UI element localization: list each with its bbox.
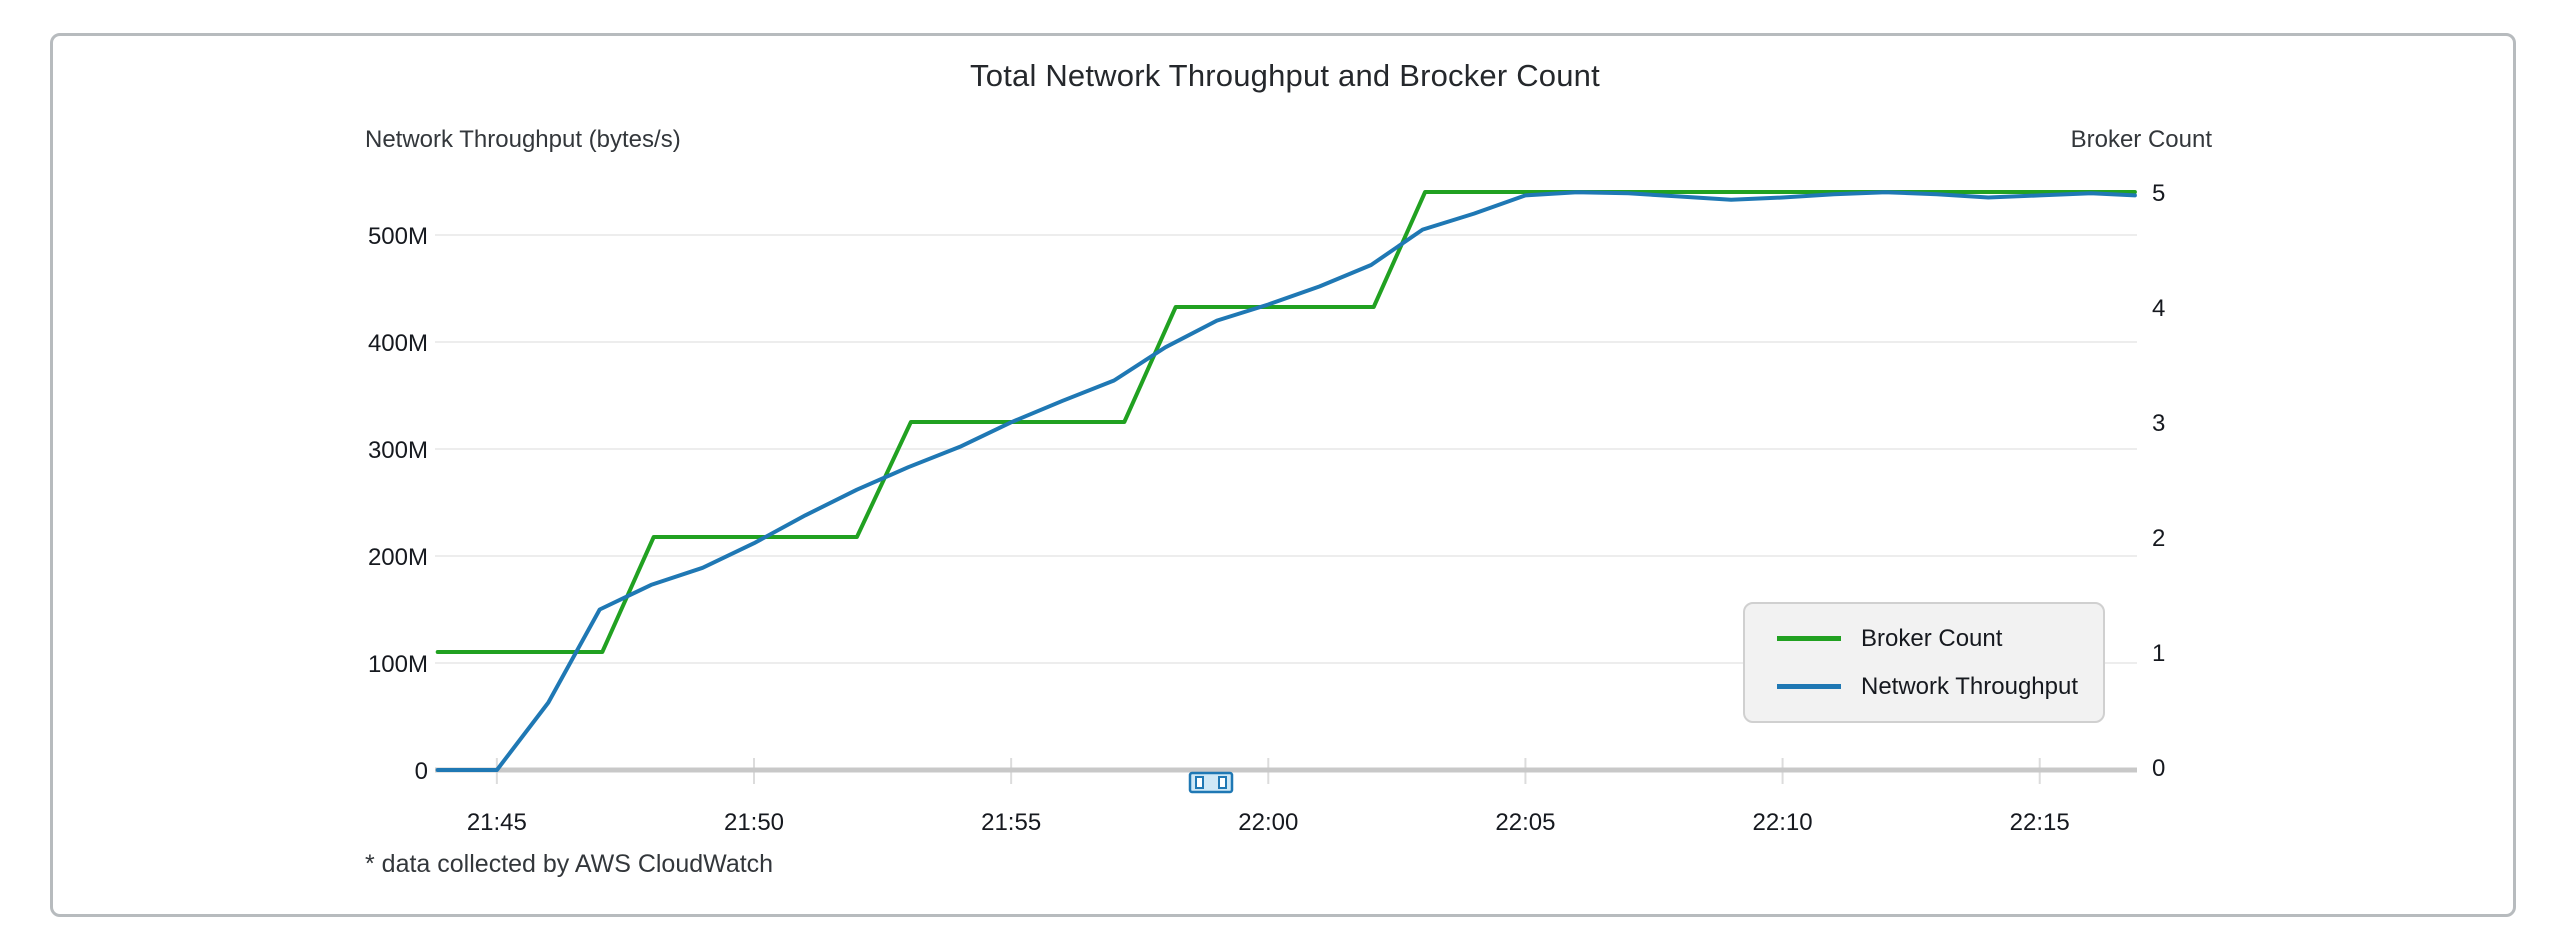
y-tick-label-left: 0 (415, 758, 428, 785)
x-tick-label: 22:05 (1495, 809, 1555, 836)
legend-label-network-throughput: Network Throughput (1861, 672, 2079, 700)
y-tick-label-left: 200M (368, 544, 428, 571)
legend-swatch-broker-count (1777, 636, 1841, 641)
y-tick-label-left: 300M (368, 437, 428, 464)
y-tick-label-right: 2 (2152, 525, 2165, 552)
chart-title: Total Network Throughput and Brocker Cou… (970, 58, 1600, 93)
network-throughput-line (435, 190, 2137, 772)
x-tick-label: 22:00 (1238, 809, 1298, 836)
y-tick-label-left: 500M (368, 223, 428, 250)
x-tick-label: 22:15 (2010, 809, 2070, 836)
y-tick-label-left: 400M (368, 330, 428, 357)
y-tick-label-right: 3 (2152, 410, 2165, 437)
time-brush-handle-right[interactable] (1218, 776, 1227, 789)
x-tick-label: 21:55 (981, 809, 1041, 836)
left-axis-title: Network Throughput (bytes/s) (365, 126, 681, 153)
y-tick-label-right: 4 (2152, 295, 2165, 322)
legend-item-network-throughput[interactable]: Network Throughput (1777, 673, 2103, 701)
x-tick-label: 21:50 (724, 809, 784, 836)
y-tick-label-left: 100M (368, 651, 428, 678)
y-tick-label-right: 1 (2152, 640, 2165, 667)
x-tick-label: 21:45 (467, 809, 527, 836)
legend-item-broker-count[interactable]: Broker Count (1777, 625, 2103, 653)
broker-count-line (435, 190, 2137, 654)
time-brush-handle-left[interactable] (1195, 776, 1204, 789)
legend: Broker Count Network Throughput (1743, 602, 2105, 723)
right-axis-title: Broker Count (2070, 126, 2212, 153)
legend-label-broker-count: Broker Count (1861, 624, 2003, 652)
y-tick-label-right: 5 (2152, 180, 2165, 207)
footnote: * data collected by AWS CloudWatch (365, 850, 774, 878)
y-tick-label-right: 0 (2152, 755, 2165, 782)
x-tick-label: 22:10 (1753, 809, 1813, 836)
legend-swatch-network-throughput (1777, 684, 1841, 689)
